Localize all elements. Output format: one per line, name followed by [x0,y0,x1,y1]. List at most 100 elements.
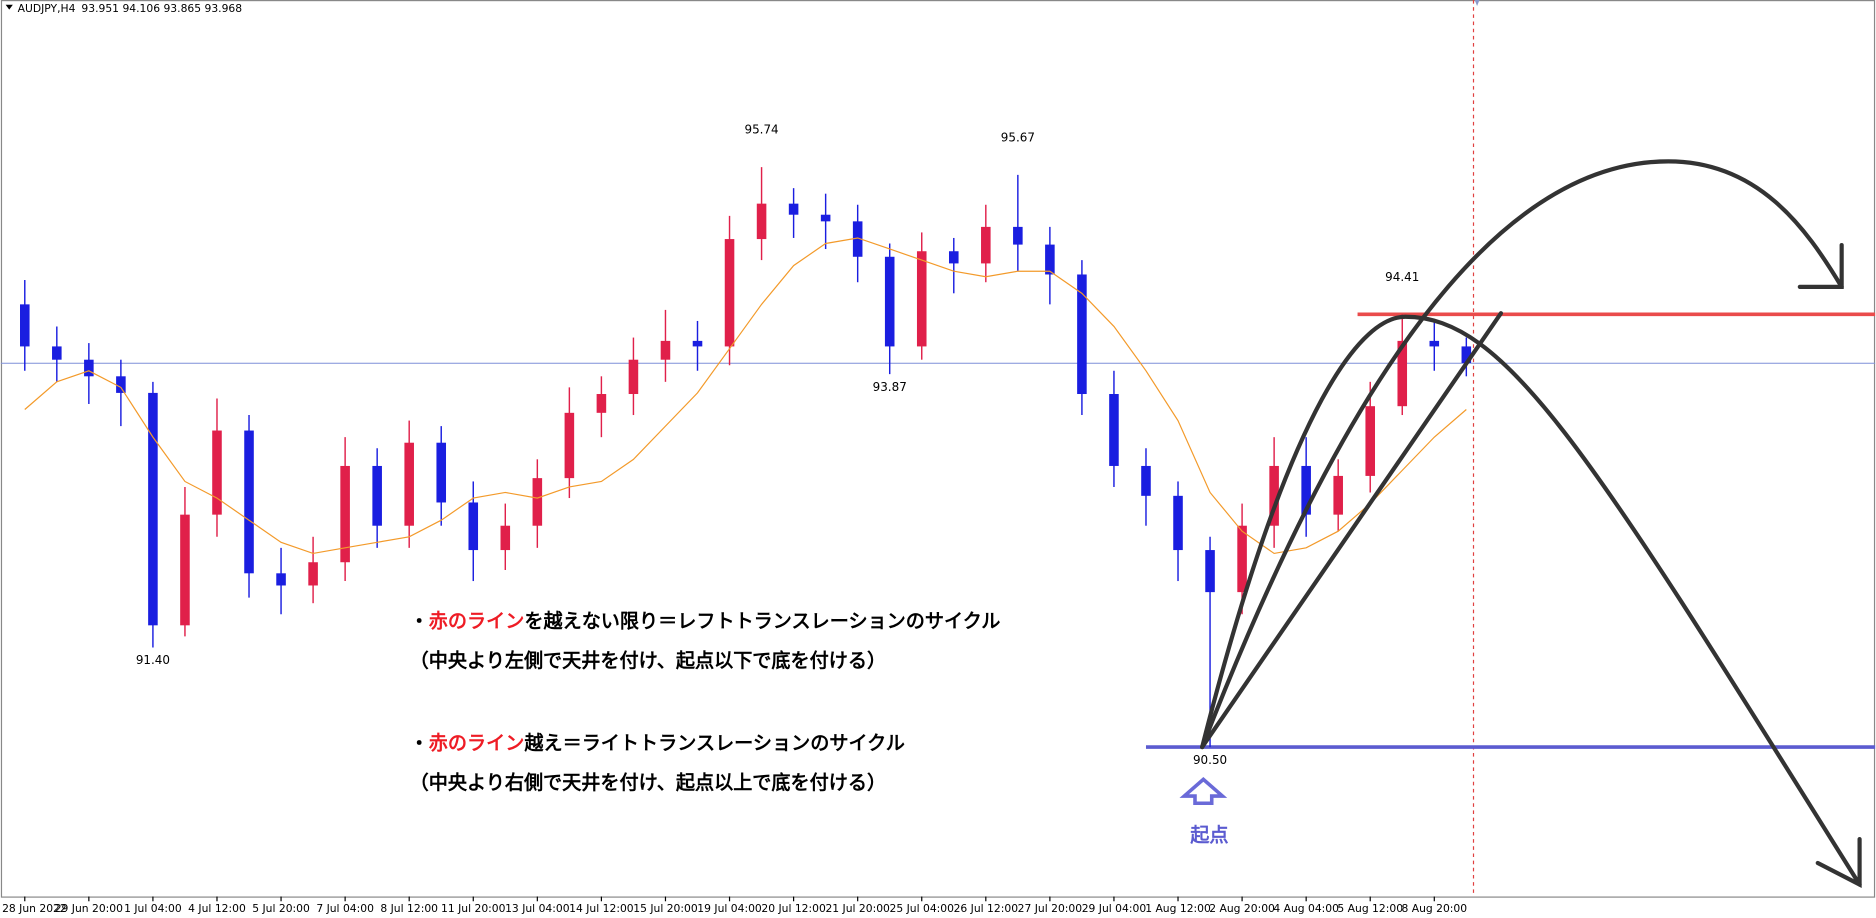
x-tick-label: 8 Aug 20:00 [1401,902,1467,915]
note-text: 越え＝ライトトランスレーションのサイクル [523,731,904,754]
candle-body [308,562,318,586]
candle-body [404,442,414,526]
candle-body [1461,346,1472,364]
candle-body [564,412,575,479]
candle-body [820,214,831,222]
moving-average [24,237,1467,555]
candle-body [916,251,927,347]
price-label: 90.50 [1193,753,1227,767]
x-tick-label: 25 Jul 04:00 [890,902,955,915]
x-tick-label: 1 Jul 04:00 [124,902,182,915]
candle-body [660,340,671,360]
price-label: 95.67 [1001,130,1035,144]
candle-body [1269,465,1279,526]
x-tick-label: 15 Jul 20:00 [633,902,698,915]
candle-body [788,203,799,215]
note-text: を越えない限り＝レフトトランスレーションのサイクル [524,610,1000,633]
note-text: （中央より右側で天井を付け、起点以上で底を付ける） [410,771,886,794]
candle-body [1301,465,1311,515]
candle-body [116,376,126,393]
candle-body [1045,244,1055,275]
header: AUDJPY,H4 93.951 94.106 93.865 93.968 [18,2,243,15]
candle-body [276,573,286,586]
x-tick-label: 27 Jul 20:00 [1018,902,1083,915]
x-tick-label: 28 Jun 2022 [2,902,67,915]
candle-body [1205,550,1215,593]
candle-body [1429,340,1440,347]
candle-body [596,394,607,413]
candle-body [532,478,543,526]
x-tick-label: 4 Aug 04:00 [1273,902,1339,915]
x-tick-label: 5 Aug 12:00 [1337,902,1403,915]
x-tick-label: 7 Jul 04:00 [316,902,374,915]
x-tick-label: 14 Jul 12:00 [569,902,634,915]
x-tick-label: 29 Jun 20:00 [55,902,123,915]
x-tick-label: 13 Jul 04:00 [505,902,570,915]
candle-body [212,430,222,515]
symbol: AUDJPY,H4 [18,2,76,15]
candle-body [1365,406,1376,476]
x-tick-label: 4 Jul 12:00 [188,902,246,915]
candle-body [436,442,447,503]
notes: ・赤のラインを越えない限り＝レフトトランスレーションのサイクル（中央より左側で天… [410,610,1001,794]
candle-body [948,251,959,264]
candle-body [724,239,735,347]
large-cycle-arc [1200,159,1844,750]
note-line: ・赤のラインを越えない限り＝レフトトランスレーションのサイクル [410,610,1001,633]
candle-body [84,359,94,377]
origin-label: 起点 [1189,824,1228,847]
x-tick-label: 8 Jul 12:00 [380,902,438,915]
candle-body [1141,465,1151,496]
candle-body [52,346,62,360]
menu-triangle [5,4,13,10]
small-cycle-arc [1200,314,1862,887]
x-tick-label: 1 Aug 12:00 [1145,902,1211,915]
candle-body [372,465,382,526]
x-tick-label: 19 Jul 04:00 [697,902,762,915]
plot-frame [0,0,1876,898]
candle-body [1109,394,1119,466]
arrow-head [1797,242,1844,289]
candle-body [1397,340,1408,407]
candle-body [852,221,863,257]
candle-body [468,502,479,551]
x-tick-label: 29 Jul 04:00 [1082,902,1147,915]
candle-body [884,256,895,347]
price-label: 94.41 [1385,270,1419,284]
candle-body [756,203,767,240]
candle-body [628,359,639,395]
candle-body [20,304,30,347]
candle-body [1013,226,1023,245]
candle-body [692,340,703,347]
note-text: ・ [410,610,429,633]
note-line: （中央より左側で天井を付け、起点以下で底を付ける） [410,649,886,672]
candle-body [500,525,511,551]
candle-body [244,430,254,574]
candle-body [1077,274,1087,395]
candle-body [148,392,158,626]
arrow-head [1815,837,1862,888]
x-tick-label: 26 Jul 12:00 [954,902,1019,915]
note-text: 赤のライン [429,731,525,754]
candle-body [1237,525,1247,593]
candle-body [340,465,350,563]
ohlc-readout: 93.951 94.106 93.865 93.968 [81,2,242,15]
trend-line [1200,311,1504,750]
x-tick-label: 20 Jul 12:00 [761,902,826,915]
drawings [1200,159,1862,888]
candle-body [180,514,190,626]
candle-body [1333,475,1343,515]
price-label: 95.74 [744,123,778,137]
x-tick-label: 21 Jul 20:00 [825,902,890,915]
separator-marker [1474,0,1480,6]
candle-body [1173,495,1183,551]
note-text: ・ [410,731,429,754]
note-text: （中央より左側で天井を付け、起点以下で底を付ける） [410,649,886,672]
note-line: （中央より右側で天井を付け、起点以上で底を付ける） [410,771,886,794]
price-label: 91.40 [136,653,170,667]
origin-arrow [1179,776,1228,806]
x-tick-label: 11 Jul 20:00 [441,902,506,915]
